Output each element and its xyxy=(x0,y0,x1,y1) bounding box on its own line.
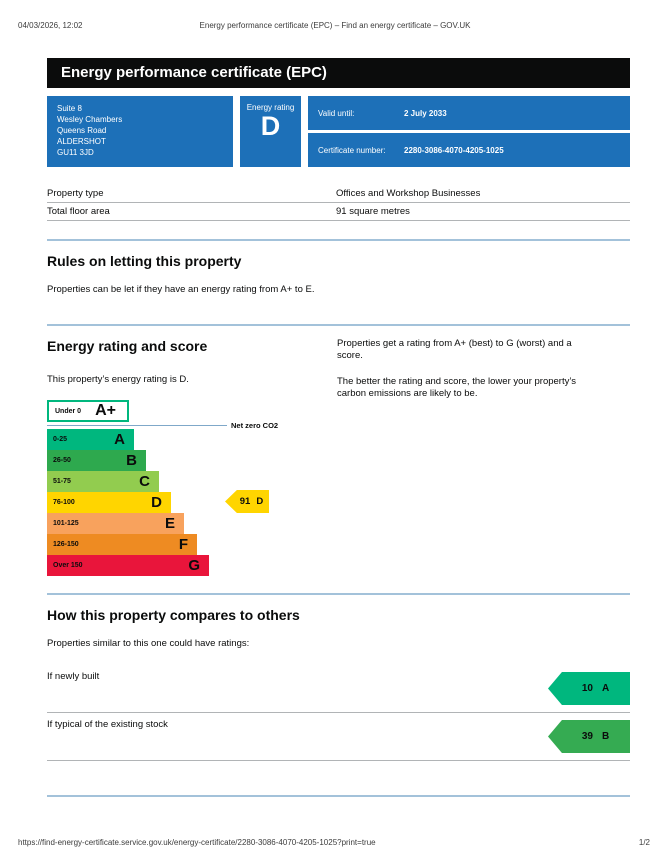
comparison-row: If typical of the existing stock 39 B xyxy=(47,713,630,761)
certificate-details-cell: Valid until: 2 July 2033 Certificate num… xyxy=(308,96,630,167)
rating-intro: This property’s energy rating is D. xyxy=(47,374,189,385)
band-grade: C xyxy=(139,473,150,490)
current-score-arrow: 91 D xyxy=(225,490,269,513)
address-line: Suite 8 xyxy=(57,104,82,113)
rules-section-heading: Rules on letting this property xyxy=(47,253,242,269)
rating-band: 26-50 B xyxy=(47,450,146,471)
band-range: 51-75 xyxy=(53,478,71,485)
band-range: Over 150 xyxy=(53,562,83,569)
valid-until-row: Valid until: 2 July 2033 xyxy=(308,96,630,130)
rating-note-1: Properties get a rating from A+ (best) t… xyxy=(337,338,572,361)
comparison-label: If typical of the existing stock xyxy=(47,719,168,730)
net-zero-line xyxy=(47,425,227,426)
compare-intro: Properties similar to this one could hav… xyxy=(47,638,250,649)
table-row: Property type Offices and Workshop Busin… xyxy=(47,185,630,203)
net-zero-marker: Net zero CO2 xyxy=(47,421,330,430)
energy-rating-section: Energy rating and score This property’s … xyxy=(47,338,630,576)
address-line: GU11 3JD xyxy=(57,148,94,157)
print-url: https://find-energy-certificate.service.… xyxy=(18,838,376,847)
band-grade: D xyxy=(151,494,162,511)
energy-rating-label: Energy rating xyxy=(246,103,295,112)
section-divider xyxy=(47,239,630,241)
certificate-document: Energy performance certificate (EPC) Sui… xyxy=(47,58,630,797)
comparison-grade: B xyxy=(601,731,610,742)
comparison-score: 39 xyxy=(581,731,593,742)
address-line: Wesley Chambers xyxy=(57,115,123,124)
valid-until-value: 2 July 2033 xyxy=(404,108,447,118)
certificate-title-bar: Energy performance certificate (EPC) xyxy=(47,58,630,88)
energy-rating-cell: Energy rating D xyxy=(240,96,301,167)
rating-band: 126-150 F xyxy=(47,534,197,555)
compare-section-heading: How this property compares to others xyxy=(47,607,300,623)
comparison-rating-arrow: 39 B xyxy=(548,720,630,753)
print-page-title: Energy performance certificate (EPC) – F… xyxy=(199,21,471,30)
band-grade: B xyxy=(126,452,137,469)
rating-chart-column: Energy rating and score This property’s … xyxy=(47,338,332,576)
band-range: 101-125 xyxy=(53,520,79,527)
section-divider xyxy=(47,795,630,797)
certificate-title: Energy performance certificate (EPC) xyxy=(61,64,327,81)
row-value: 91 square metres xyxy=(336,206,410,217)
band-range: 76-100 xyxy=(53,499,75,506)
rating-section-heading: Energy rating and score xyxy=(47,338,208,354)
rating-note-2: The better the rating and score, the low… xyxy=(337,376,577,399)
net-zero-label: Net zero CO2 xyxy=(231,421,279,430)
certificate-number-label: Certificate number: xyxy=(318,145,386,155)
current-score: 91 xyxy=(239,496,251,507)
energy-rating-value: D xyxy=(260,111,281,141)
browser-print-footer: https://find-energy-certificate.service.… xyxy=(18,838,650,847)
comparison-row: If newly built 10 A xyxy=(47,665,630,713)
rules-section-body: Properties can be let if they have an en… xyxy=(47,284,315,295)
address-line: ALDERSHOT xyxy=(57,137,106,146)
comparison-grade: A xyxy=(601,683,610,694)
property-summary-table: Property type Offices and Workshop Busin… xyxy=(47,185,630,221)
band-range: 126-150 xyxy=(53,541,79,548)
current-grade: D xyxy=(256,496,264,507)
band-grade: A xyxy=(114,431,125,448)
rating-band-a-plus: Under 0 A+ xyxy=(47,400,129,422)
browser-print-header: 04/03/2026, 12:02 Energy performance cer… xyxy=(0,21,670,30)
row-label: Property type xyxy=(47,188,104,199)
certificate-number-value: 2280-3086-4070-4205-1025 xyxy=(404,145,504,155)
address-line: Queens Road xyxy=(57,126,107,135)
band-grade: A+ xyxy=(95,402,116,419)
comparison-label: If newly built xyxy=(47,671,100,682)
section-divider xyxy=(47,593,630,595)
rating-band: 76-100 D xyxy=(47,492,171,513)
page-indicator: 1/2 xyxy=(638,838,650,847)
band-grade: F xyxy=(178,536,188,553)
row-label: Total floor area xyxy=(47,206,110,217)
band-range: 26-50 xyxy=(53,457,71,464)
comparison-rows: If newly built 10 A If typical of the ex… xyxy=(47,665,630,761)
certificate-number-row: Certificate number: 2280-3086-4070-4205-… xyxy=(308,133,630,167)
print-timestamp: 04/03/2026, 12:02 xyxy=(18,21,83,30)
valid-until-label: Valid until: xyxy=(318,108,355,118)
certificate-summary-card: Suite 8 Wesley Chambers Queens Road ALDERSH… xyxy=(47,96,630,167)
band-range: 0-25 xyxy=(53,436,68,443)
rating-band: Over 150 G xyxy=(47,555,209,576)
comparison-score: 10 xyxy=(581,683,593,694)
band-grade: E xyxy=(164,515,175,532)
rating-band: 101-125 E xyxy=(47,513,184,534)
rating-notes-column: Properties get a rating from A+ (best) t… xyxy=(332,338,630,576)
table-row: Total floor area 91 square metres xyxy=(47,203,630,221)
comparison-rating-arrow: 10 A xyxy=(548,672,630,705)
rating-band: 0-25 A xyxy=(47,429,134,450)
band-range: Under 0 xyxy=(55,407,82,415)
band-grade: G xyxy=(188,557,200,574)
epc-rating-scale-chart: Under 0 A+ Net zero CO2 0-25 A xyxy=(47,400,330,576)
rating-bands: 0-25 A 26-50 B 51-75 C xyxy=(47,429,330,576)
row-value: Offices and Workshop Businesses xyxy=(336,188,481,199)
rating-band: 51-75 C xyxy=(47,471,159,492)
property-address: Suite 8 Wesley Chambers Queens Road ALDERSH… xyxy=(47,96,233,167)
section-divider xyxy=(47,324,630,326)
